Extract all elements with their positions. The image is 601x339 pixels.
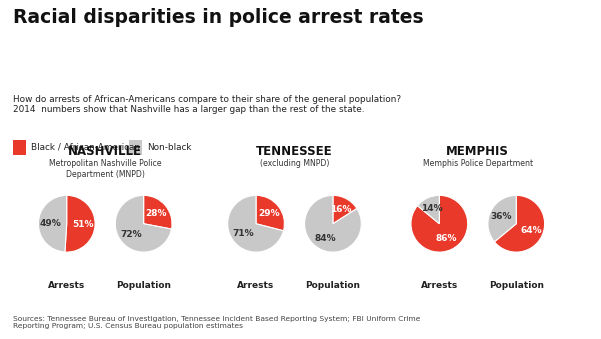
Text: Population: Population [489,281,544,291]
Text: NASHVILLE: NASHVILLE [68,145,142,158]
Wedge shape [305,195,361,252]
Wedge shape [256,195,284,231]
Text: (excluding MNPD): (excluding MNPD) [260,159,329,168]
Text: Metropolitan Nashville Police
Department (MNPD): Metropolitan Nashville Police Department… [49,159,162,179]
Wedge shape [411,195,468,252]
Text: 14%: 14% [421,204,443,213]
Text: 36%: 36% [490,212,512,221]
Wedge shape [228,195,284,252]
Text: TENNESSEE: TENNESSEE [256,145,333,158]
Text: Non-black: Non-black [147,143,192,152]
Text: Black / African-American: Black / African-American [31,143,140,152]
Text: Arrests: Arrests [48,281,85,291]
Text: 49%: 49% [40,219,61,228]
Wedge shape [495,195,545,252]
Wedge shape [38,195,67,252]
Text: 64%: 64% [520,226,542,235]
Text: Arrests: Arrests [421,281,458,291]
Text: 71%: 71% [232,229,254,238]
Wedge shape [418,195,439,224]
Text: 84%: 84% [314,234,336,243]
Text: MEMPHIS: MEMPHIS [447,145,509,158]
Text: Arrests: Arrests [237,281,275,291]
Text: Memphis Police Department: Memphis Police Department [423,159,533,168]
Text: 86%: 86% [436,234,457,243]
Wedge shape [488,195,516,242]
Wedge shape [115,195,171,252]
Text: How do arrests of African-Americans compare to their share of the general popula: How do arrests of African-Americans comp… [13,95,401,114]
Wedge shape [65,195,95,252]
Text: 16%: 16% [330,205,352,214]
Wedge shape [144,195,172,229]
Text: 72%: 72% [120,230,142,239]
Wedge shape [333,195,357,224]
Text: 51%: 51% [72,220,94,229]
Text: Population: Population [116,281,171,291]
Text: 29%: 29% [258,209,280,218]
Text: 28%: 28% [145,209,167,218]
Text: Sources: Tennessee Bureau of Investigation, Tennessee Incident Based Reporting S: Sources: Tennessee Bureau of Investigati… [13,316,421,329]
Text: Racial disparities in police arrest rates: Racial disparities in police arrest rate… [13,8,424,27]
Text: Population: Population [305,281,361,291]
